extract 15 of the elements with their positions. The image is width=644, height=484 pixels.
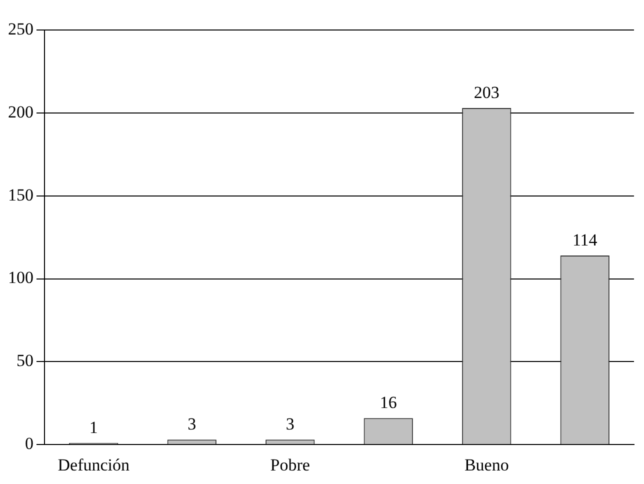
data-label: 1 [89,418,98,437]
y-tick-label: 0 [25,434,34,454]
x-tick-label: Bueno [464,455,509,474]
data-label: 203 [474,82,500,102]
y-tick-label: 150 [8,185,34,204]
y-tick-label: 100 [8,268,34,288]
data-label: 16 [380,393,397,412]
x-tick-label: Defunción [58,455,130,474]
y-tick-label: 200 [8,102,34,122]
data-label: 3 [188,414,196,434]
y-tick-label: 50 [16,351,34,370]
y-tick-label: 250 [8,19,34,38]
data-label: 114 [572,230,598,250]
x-tick-label: Pobre [270,455,310,474]
data-label: 3 [286,414,294,434]
